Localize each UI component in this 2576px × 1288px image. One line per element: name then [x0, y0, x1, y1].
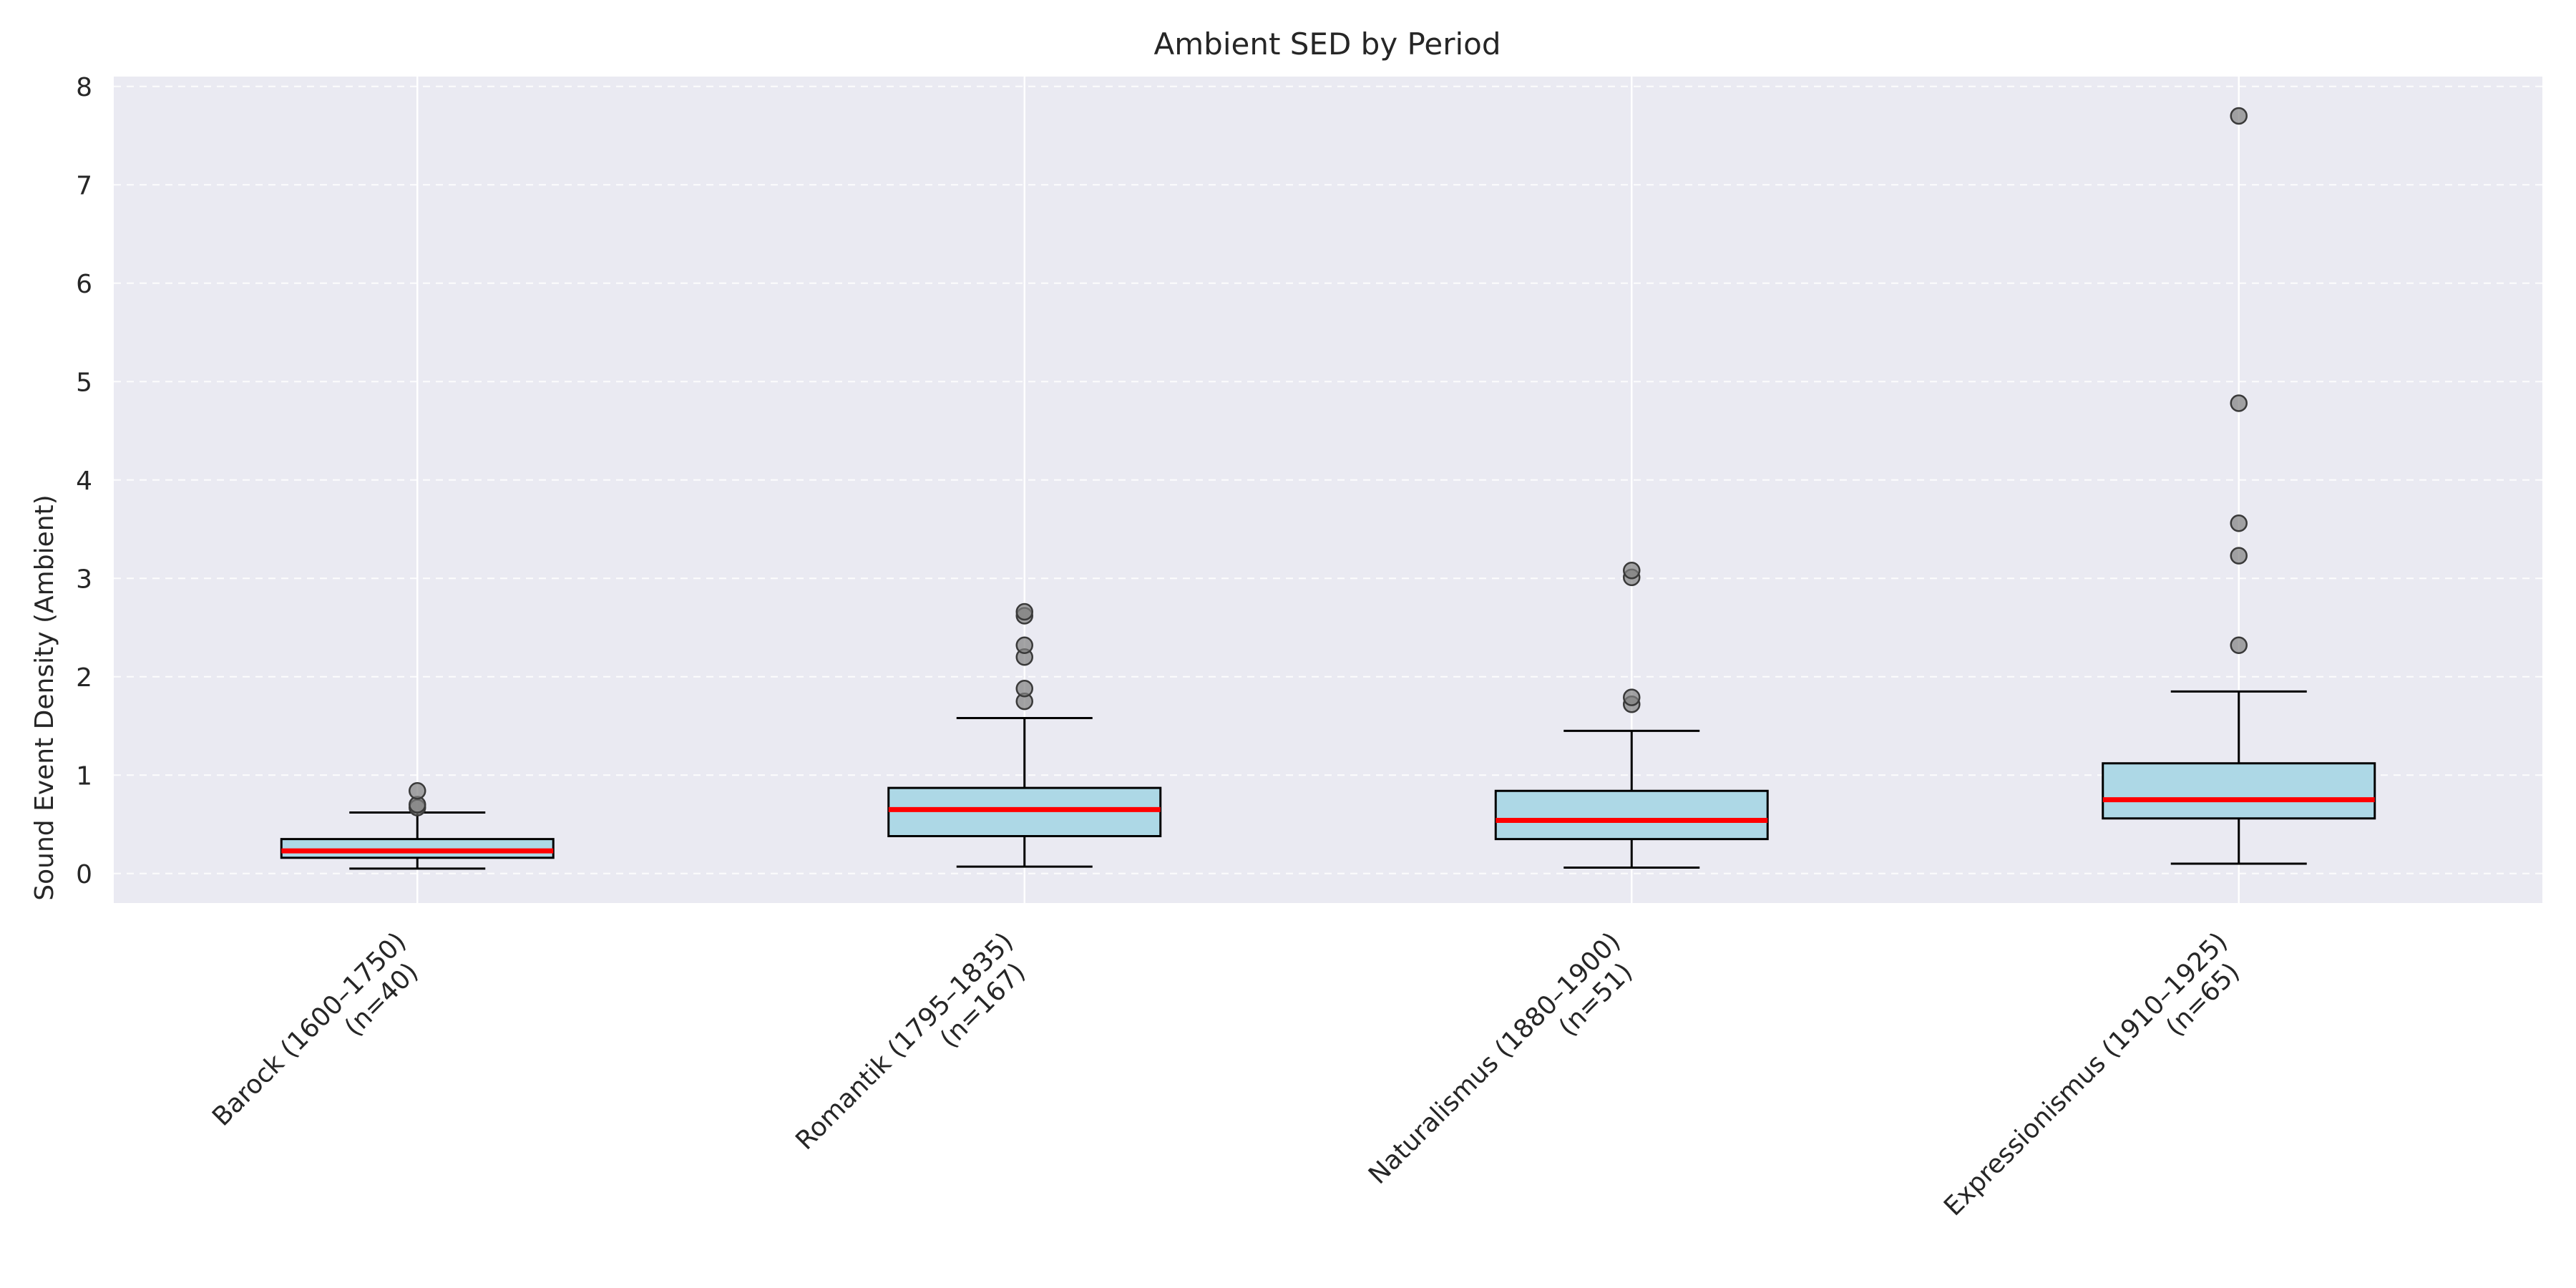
outlier-point — [2230, 514, 2248, 532]
box-group — [280, 782, 555, 870]
outlier-point — [409, 782, 426, 800]
x-axis-labels: Barock (1600–1750)(n=40) Romantik (1795–1… — [207, 927, 2255, 1243]
x-tick-label-line1: Barock (1600–1750) — [207, 927, 412, 1132]
chart-title: Ambient SED by Period — [1154, 26, 1501, 62]
outlier-point — [1015, 680, 1033, 698]
x-tick-label: Romantik (1795–1835)(n=167) — [790, 927, 1040, 1176]
box — [1494, 789, 1769, 841]
y-tick-label: 2 — [76, 663, 92, 693]
y-tick-label: 7 — [76, 171, 92, 200]
y-axis-ticks: 0 1 2 3 4 5 6 7 8 — [76, 73, 92, 889]
outlier-point — [2230, 636, 2248, 654]
box — [2102, 762, 2376, 820]
box-group — [887, 602, 1162, 868]
y-tick-label: 6 — [76, 270, 92, 299]
y-axis-label: Sound Event Density (Ambient) — [30, 494, 59, 900]
y-tick-label: 1 — [76, 761, 92, 791]
box-group — [1494, 562, 1769, 869]
y-tick-label: 5 — [76, 368, 92, 397]
outlier-point — [1015, 636, 1033, 654]
x-tick-label: Naturalismus (1880–1900)(n=51) — [1363, 927, 1647, 1211]
x-tick-label-line1: Romantik (1795–1835) — [790, 927, 1019, 1156]
x-tick-label: Barock (1600–1750)(n=40) — [207, 927, 433, 1153]
y-tick-label: 4 — [76, 467, 92, 496]
outlier-point — [2230, 547, 2248, 565]
outlier-point — [2230, 394, 2248, 412]
x-tick-label-line1: Naturalismus (1880–1900) — [1363, 927, 1626, 1190]
y-tick-label: 3 — [76, 565, 92, 594]
y-tick-label: 8 — [76, 73, 92, 102]
x-tick-label-line1: Expressionismus (1910–1925) — [1938, 927, 2233, 1221]
outlier-point — [1623, 562, 1641, 580]
x-tick-label: Expressionismus (1910–1925)(n=65) — [1938, 927, 2255, 1243]
y-tick-label: 0 — [76, 860, 92, 889]
outlier-point — [1015, 602, 1033, 621]
boxes — [280, 107, 2376, 870]
box-group — [2102, 107, 2376, 865]
outlier-point — [2230, 107, 2248, 125]
outlier-point — [1623, 688, 1641, 706]
